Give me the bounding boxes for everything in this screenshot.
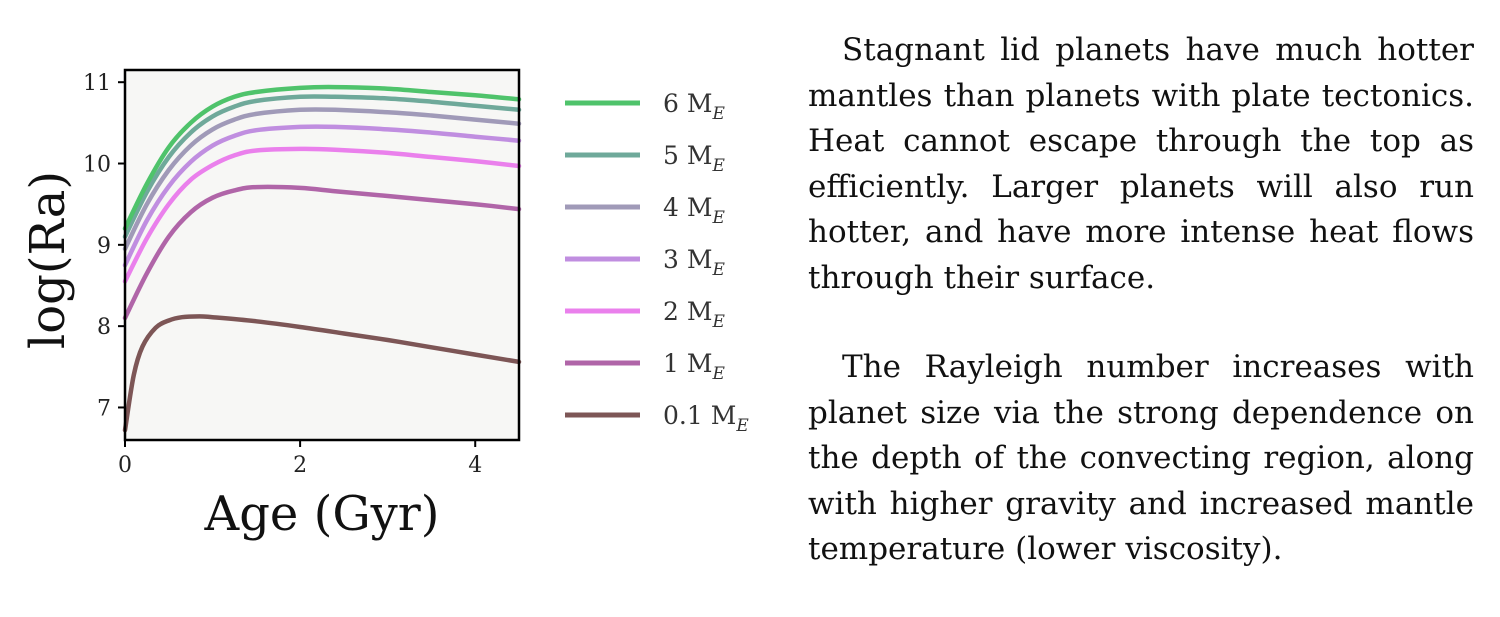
y-tick-label-2: 9 bbox=[97, 234, 111, 259]
series-line-4 bbox=[122, 146, 522, 284]
legend-label-6: 0.1 ME bbox=[663, 401, 749, 436]
description-paragraph-2: The Rayleigh number increases with plane… bbox=[808, 349, 1474, 567]
series-line-1 bbox=[122, 94, 522, 239]
legend-label-2: 4 ME bbox=[663, 193, 725, 228]
series-line-0 bbox=[122, 84, 522, 231]
legend-label-0: 6 ME bbox=[663, 89, 725, 124]
x-tick-label-1: 2 bbox=[293, 453, 307, 478]
series-line-3 bbox=[122, 124, 522, 268]
ra-vs-age-chart: 0 2 4 7 8 9 10 11 Age (Gyr) log(Ra) 6 ME 5 ME 4 M… bbox=[20, 68, 749, 542]
legend-label-3: 3 ME bbox=[663, 245, 725, 280]
description-paragraph-1: Stagnant lid planets have much hotter ma… bbox=[808, 32, 1474, 296]
series-line-6 bbox=[122, 314, 522, 433]
y-axis-label: log(Ra) bbox=[20, 171, 76, 349]
y-tick-label-4: 11 bbox=[83, 71, 111, 96]
legend-label-5: 1 ME bbox=[663, 349, 725, 384]
x-tick-label-2: 4 bbox=[468, 453, 482, 478]
legend-label-4: 2 ME bbox=[663, 297, 725, 332]
description-panel: Stagnant lid planets have much hotter ma… bbox=[808, 28, 1474, 617]
y-tick-label-1: 8 bbox=[97, 315, 111, 340]
legend-label-1: 5 ME bbox=[663, 141, 725, 176]
ticks-layer: 0 2 4 7 8 9 10 11 bbox=[83, 71, 482, 478]
y-tick-label-3: 10 bbox=[83, 153, 111, 178]
legend: 6 ME 5 ME 4 ME 3 ME 2 ME 1 ME 0.1 ME bbox=[565, 89, 749, 436]
series-line-5 bbox=[122, 184, 522, 321]
x-axis-label: Age (Gyr) bbox=[204, 486, 440, 542]
series-layer bbox=[122, 84, 522, 433]
series-line-2 bbox=[122, 107, 522, 252]
y-tick-label-0: 7 bbox=[97, 396, 111, 421]
plot-frame bbox=[123, 68, 521, 442]
x-tick-label-0: 0 bbox=[118, 453, 132, 478]
